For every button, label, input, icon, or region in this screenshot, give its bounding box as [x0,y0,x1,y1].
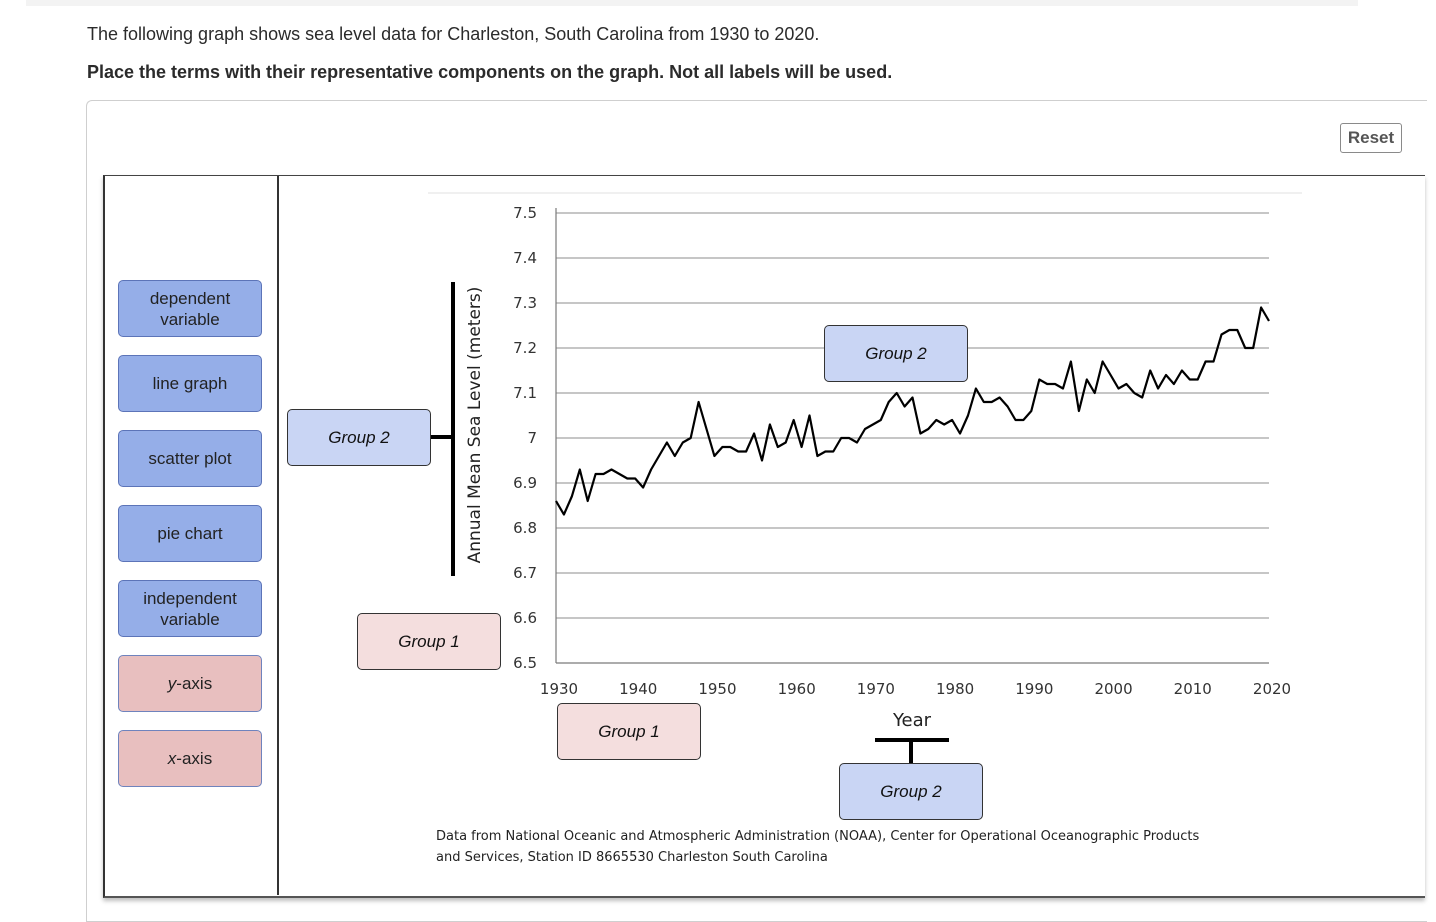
question-panel [86,100,1427,922]
intro-text: The following graph shows sea level data… [87,24,820,44]
x-tick-label: 1960 [778,680,816,698]
x-tick-label: 2020 [1253,680,1291,698]
y-tick-label: 7.1 [513,384,537,402]
x-tick-label: 1990 [1015,680,1053,698]
y-tick-label: 6.9 [513,474,537,492]
x-tick-label: 1950 [698,680,736,698]
term-pie-chart[interactable]: pie chart [118,505,262,562]
y-tick-label: 6.7 [513,564,537,582]
credit-line: and Services, Station ID 8665530 Charles… [436,850,828,865]
term-scatter-plot[interactable]: scatter plot [118,430,262,487]
data-credit: Data from National Oceanic and Atmospher… [436,826,1316,868]
drop-zone-x-variable[interactable]: Group 2 [839,763,983,820]
term-label-suffix: -axis [176,674,213,693]
y-tick-label: 6.8 [513,519,537,537]
term-label: dependent variable [149,288,231,329]
term-label: line graph [152,374,228,393]
y-tick-label: 7 [527,429,537,447]
term-label: independent variable [143,588,237,629]
drop-zone-y-axis[interactable]: Group 1 [357,613,501,670]
x-tick-label: 1980 [936,680,974,698]
drop-zone-line[interactable]: Group 2 [824,325,968,382]
drop-zone-x-axis[interactable]: Group 1 [557,703,701,760]
x-tick-label: 2010 [1174,680,1212,698]
series-line [555,306,1270,516]
y-tick-label: 7.5 [513,204,537,222]
term-label: pie chart [157,524,223,543]
term-line-graph[interactable]: line graph [118,355,262,412]
x-tick-label: 1930 [540,680,578,698]
top-bar [26,0,1358,6]
y-tick-label: 7.2 [513,339,537,357]
term-independent-variable[interactable]: independent variable [118,580,262,637]
reset-button[interactable]: Reset [1340,123,1402,153]
term-label-italic: y [167,674,177,693]
task-instruction: Place the terms with their representativ… [87,62,893,82]
y-axis-title: Annual Mean Sea Level (meters) [465,287,485,564]
y-tick-label: 6.5 [513,654,537,672]
term-label-italic: x [167,749,177,768]
drop-zone-y-variable[interactable]: Group 2 [287,409,431,466]
y-tick-label: 7.3 [513,294,537,312]
y-tick-label: 6.6 [513,609,537,627]
credit-line: Data from National Oceanic and Atmospher… [436,829,1200,844]
y-tick-label: 7.4 [513,249,537,267]
term-dependent-variable[interactable]: dependent variable [118,280,262,337]
term-y-axis[interactable]: y -axis [118,655,262,712]
x-axis-title: Year [892,710,932,731]
term-label-suffix: -axis [176,749,213,768]
x-tick-label: 1940 [619,680,657,698]
term-x-axis[interactable]: x -axis [118,730,262,787]
x-tick-label: 1970 [857,680,895,698]
term-label: scatter plot [148,449,232,468]
x-tick-label: 2000 [1094,680,1132,698]
drag-drop-area [103,175,1425,898]
term-bank-divider [277,176,279,895]
